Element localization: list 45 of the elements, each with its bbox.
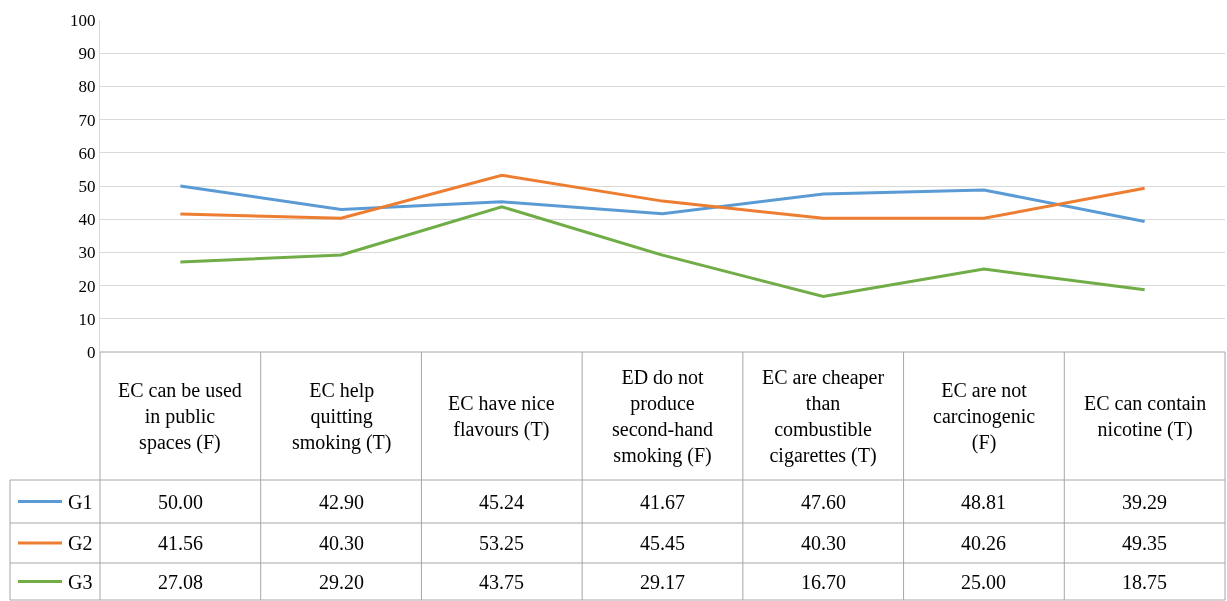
x-tick-label: EC have nice flavours (T): [448, 392, 555, 441]
x-tick-label: EC can contain nicotine (T): [1084, 392, 1207, 441]
y-tick-label: 30: [78, 243, 96, 263]
line-series: [178, 173, 1147, 220]
y-tick-label: 40: [78, 210, 96, 230]
y-tick-label: 60: [78, 143, 96, 163]
y-tick-label: 0: [87, 342, 96, 362]
y-tick-label: 50: [78, 176, 96, 196]
x-tick-label: EC help quitting smoking (T): [292, 379, 392, 454]
data-label: 50.00: [158, 491, 203, 513]
data-label: 40.30: [319, 532, 364, 554]
x-tick-label: ED do not produce second-hand smoking (F): [612, 366, 714, 467]
data-label: 40.30: [801, 532, 846, 554]
legend-label: G3: [68, 571, 93, 593]
data-label: 41.67: [640, 491, 685, 513]
data-label: 43.75: [479, 571, 524, 593]
y-tick-label: 100: [70, 10, 96, 30]
data-label: 40.26: [961, 532, 1006, 554]
line-series: [178, 205, 1147, 299]
data-label: 45.24: [479, 491, 524, 513]
data-label: 29.20: [319, 571, 364, 593]
x-tick-label: EC are not carcinogenic (F): [933, 379, 1036, 454]
data-label: 29.17: [640, 571, 685, 593]
data-label: 41.56: [158, 532, 203, 554]
data-label: 49.35: [1122, 532, 1167, 554]
data-label: 25.00: [961, 571, 1006, 593]
data-label: 16.70: [801, 571, 846, 593]
y-tick-label: 90: [78, 44, 96, 64]
data-label: 53.25: [479, 532, 524, 554]
y-tick-label: 80: [78, 77, 96, 97]
data-label: 18.75: [1122, 571, 1167, 593]
data-label: 45.45: [640, 532, 685, 554]
legend-label: G1: [68, 491, 93, 513]
y-tick-label: 70: [78, 110, 96, 130]
y-tick-label: 10: [78, 309, 96, 329]
data-label: 39.29: [1122, 491, 1167, 513]
data-label: 42.90: [319, 491, 364, 513]
legend-label: G2: [68, 532, 93, 554]
data-label: 47.60: [801, 491, 846, 513]
x-tick-label: EC are cheaper than combustible cigarettes (T): [762, 366, 885, 467]
data-label: 27.08: [158, 571, 203, 593]
x-tick-label: EC can be used in public spaces (F): [118, 379, 242, 454]
data-label: 48.81: [961, 491, 1006, 513]
line-series: [178, 184, 1147, 224]
y-tick-label: 20: [78, 276, 96, 296]
